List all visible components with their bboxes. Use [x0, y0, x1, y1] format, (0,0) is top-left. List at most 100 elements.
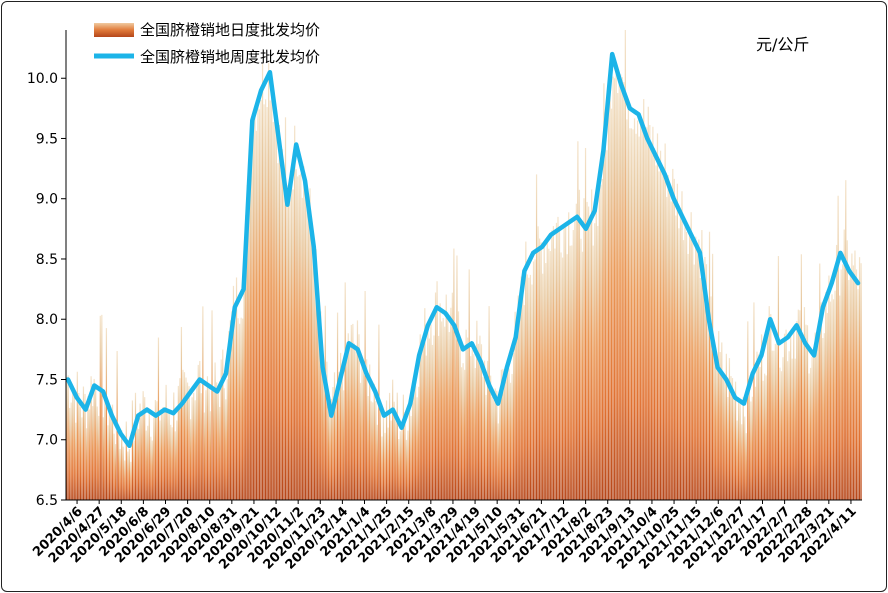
daily-price-bar: [816, 346, 818, 500]
daily-price-bar: [454, 330, 457, 500]
daily-price-bar: [569, 245, 571, 500]
daily-price-bar: [343, 390, 345, 500]
daily-price-bar: [479, 335, 481, 500]
daily-price-bar: [486, 360, 489, 500]
daily-price-bar: [669, 184, 671, 500]
daily-price-bar: [269, 100, 271, 500]
daily-price-bar: [327, 401, 329, 500]
daily-price-bar: [549, 251, 551, 500]
daily-price-bar: [362, 363, 365, 500]
daily-price-bar: [733, 397, 735, 500]
daily-price-bar: [790, 335, 792, 500]
daily-price-bar: [347, 333, 349, 500]
daily-price-bar: [390, 420, 392, 500]
daily-price-bar: [90, 376, 92, 500]
daily-price-bar: [150, 436, 152, 500]
daily-price-bar: [266, 107, 268, 500]
daily-price-bar: [568, 212, 570, 500]
daily-price-bar: [597, 225, 599, 500]
daily-price-bar: [180, 326, 183, 500]
daily-price-bar: [477, 343, 479, 500]
daily-price-bar: [839, 295, 841, 500]
daily-price-bar: [141, 415, 143, 500]
daily-price-bar: [381, 436, 383, 500]
daily-price-bar: [82, 386, 85, 500]
daily-price-bar: [701, 230, 703, 500]
daily-price-bar: [203, 412, 205, 500]
daily-price-bar: [646, 127, 648, 500]
daily-price-bar: [73, 391, 75, 500]
daily-price-bar: [793, 329, 795, 500]
daily-price-bar: [496, 390, 498, 500]
daily-price-bar: [595, 199, 597, 500]
daily-price-bar: [834, 290, 836, 500]
daily-price-bar: [228, 331, 230, 500]
daily-price-bar: [623, 81, 625, 500]
daily-price-bar: [93, 378, 95, 500]
daily-price-bar: [206, 376, 209, 500]
daily-price-bar: [209, 411, 212, 500]
daily-price-bar: [298, 174, 300, 500]
daily-price-bar: [444, 326, 446, 500]
daily-price-bar: [748, 381, 750, 500]
daily-price-bar: [436, 281, 438, 500]
daily-price-bar: [338, 372, 340, 500]
daily-price-bar: [235, 277, 238, 500]
daily-price-bar: [741, 424, 743, 500]
daily-price-bar: [310, 224, 313, 500]
daily-price-bar: [736, 420, 738, 500]
daily-price-bar: [624, 30, 626, 500]
daily-price-bar: [523, 305, 525, 500]
y-tick-label: 8.0: [36, 312, 58, 328]
daily-price-bar: [229, 320, 232, 500]
daily-price-bar: [456, 255, 458, 500]
daily-price-bar: [800, 254, 802, 500]
daily-price-bar: [317, 285, 319, 500]
daily-price-bar: [618, 85, 620, 500]
daily-price-bar: [208, 386, 210, 500]
daily-price-bar: [171, 427, 173, 500]
daily-price-bar: [512, 353, 515, 500]
daily-price-bar: [415, 385, 417, 500]
daily-price-bar: [835, 244, 838, 500]
daily-price-bar: [857, 289, 859, 500]
daily-price-bar: [387, 427, 389, 500]
daily-price-bar: [698, 239, 700, 500]
daily-price-bar: [517, 295, 519, 500]
daily-price-bar: [652, 126, 654, 500]
daily-price-bar: [401, 429, 403, 500]
daily-price-bar: [663, 167, 665, 500]
daily-price-bar: [493, 399, 495, 500]
daily-price-bar: [685, 231, 688, 500]
daily-price-bar: [442, 318, 444, 500]
daily-price-bar: [373, 383, 375, 500]
daily-price-bar: [822, 337, 824, 500]
daily-price-bar: [621, 77, 623, 500]
daily-price-bar: [136, 414, 138, 500]
daily-price-bar: [591, 189, 593, 500]
daily-price-bar: [413, 382, 415, 500]
y-tick-label: 7.5: [36, 372, 58, 388]
daily-price-bar: [738, 398, 740, 500]
daily-price-bar: [433, 335, 435, 500]
daily-price-bar: [329, 404, 331, 500]
daily-price-bar: [643, 99, 645, 500]
daily-price-bar: [713, 350, 715, 500]
daily-price-bar: [326, 361, 328, 500]
daily-price-bar: [234, 320, 236, 500]
daily-price-bar: [682, 240, 685, 500]
daily-price-bar: [820, 302, 822, 500]
daily-price-bar: [584, 147, 587, 500]
daily-price-bar: [333, 372, 336, 500]
daily-price-bar: [335, 390, 337, 500]
daily-price-bar: [408, 405, 411, 500]
daily-price-bar: [268, 62, 270, 500]
daily-price-bar: [303, 166, 305, 500]
daily-price-bar: [855, 269, 858, 500]
daily-price-bar: [369, 364, 371, 500]
daily-price-bar: [231, 311, 233, 500]
daily-price-bar: [249, 149, 251, 500]
daily-price-bar: [520, 276, 522, 500]
daily-price-bar: [783, 333, 786, 500]
